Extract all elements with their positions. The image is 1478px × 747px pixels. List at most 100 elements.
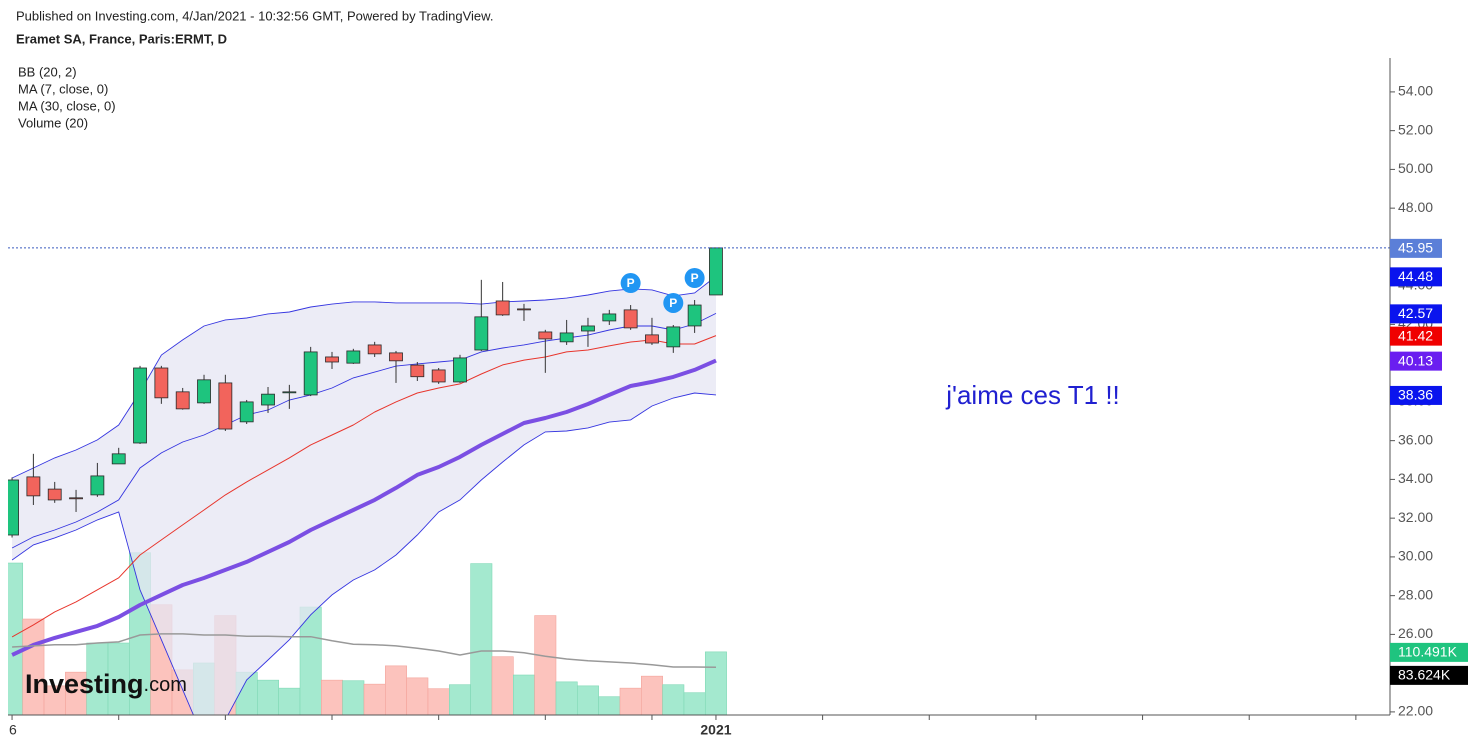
pivot-marker	[684, 267, 705, 288]
volume-bar	[449, 684, 471, 715]
candle-body	[346, 350, 361, 364]
candle-body	[431, 369, 446, 383]
candle-body	[474, 316, 489, 351]
band-line	[11, 276, 717, 479]
price-tag	[1390, 642, 1468, 662]
candle-body	[517, 308, 531, 311]
candle-body	[453, 357, 467, 383]
candle-body	[175, 391, 190, 410]
volume-bar	[470, 563, 493, 715]
candle-body	[559, 332, 574, 343]
logo-suffix: .com	[144, 674, 187, 696]
x-tick-label: 2021	[700, 722, 731, 738]
volume-bar	[342, 680, 365, 715]
price-tag	[1390, 326, 1442, 346]
ma-line	[11, 335, 717, 638]
volume-bar	[662, 684, 685, 715]
pivot-marker	[663, 292, 684, 313]
y-tick-label: 36.00	[1398, 431, 1433, 447]
candle-body	[261, 393, 275, 406]
price-tag	[1390, 665, 1468, 685]
candle-body	[282, 391, 297, 394]
price-tag	[1390, 304, 1442, 324]
candle-body	[709, 247, 723, 296]
band-line	[11, 312, 717, 549]
y-tick-label: 32.00	[1398, 509, 1433, 525]
y-tick-label: 30.00	[1398, 548, 1433, 564]
price-tag-label: 44.48	[1398, 268, 1433, 284]
y-tick-label: 26.00	[1398, 625, 1433, 641]
y-tick-label: 28.00	[1398, 586, 1433, 602]
volume-ma-line	[12, 633, 717, 668]
price-tag	[1390, 238, 1442, 258]
pivot-marker-label: P	[691, 271, 699, 285]
y-tick-label: 22.00	[1398, 703, 1433, 719]
volume-bar	[363, 683, 386, 715]
price-tag-label: 110.491K	[1398, 644, 1458, 660]
volume-bar	[619, 687, 642, 715]
x-tick-label: 6	[9, 722, 17, 738]
price-tag	[1390, 351, 1442, 371]
price-tag-label: 40.13	[1398, 352, 1433, 368]
subtitle: Published on Investing.com, 4/Jan/2021 -…	[16, 8, 493, 23]
legend-entry: Volume (20)	[18, 115, 88, 130]
y-tick-label: 50.00	[1398, 160, 1433, 176]
price-tag-label: 42.57	[1398, 305, 1433, 321]
annotation: j'aime ces T1 !!	[945, 380, 1120, 410]
band-fill	[12, 276, 716, 715]
legend-entry: MA (7, close, 0)	[18, 81, 108, 96]
volume-bar	[385, 665, 407, 715]
y-tick-label: 54.00	[1398, 83, 1433, 99]
legend-entry: MA (30, close, 0)	[18, 98, 116, 113]
volume-bar	[683, 692, 706, 715]
plot	[8, 247, 1390, 715]
candle-body	[133, 367, 147, 444]
candle-body	[602, 313, 617, 322]
candle-body	[90, 475, 105, 496]
pivot-marker-label: P	[669, 296, 677, 310]
price-tag-label: 38.36	[1398, 387, 1433, 403]
volume-bar	[598, 696, 621, 715]
price-tag-label: 45.95	[1398, 240, 1433, 256]
price-tag-label: 83.624K	[1398, 667, 1451, 683]
price-tag	[1390, 385, 1442, 405]
volume-bar	[577, 685, 599, 715]
logo: Investing.com	[25, 669, 187, 699]
volume-bar	[704, 651, 727, 715]
candle-body	[197, 379, 211, 404]
y-tick-label: 34.00	[1398, 470, 1433, 486]
pivot-marker-label: P	[627, 276, 635, 290]
candle-body	[666, 326, 681, 348]
candle-body	[410, 364, 425, 378]
volume-bar	[406, 677, 429, 715]
candle-body	[389, 352, 403, 362]
band-line	[11, 392, 717, 715]
logo-name: Investing	[25, 669, 144, 699]
price-tag	[1390, 267, 1442, 287]
candle-body	[154, 367, 169, 399]
candle-body	[495, 300, 510, 316]
y-tick-label: 52.00	[1398, 121, 1433, 137]
volume-bar	[555, 681, 578, 715]
candle-body	[239, 401, 254, 423]
volume-bar	[22, 618, 45, 715]
legend-entry: BB (20, 2)	[18, 64, 77, 79]
candle-body	[69, 497, 83, 500]
volume-bar	[427, 688, 450, 715]
candle-body	[303, 351, 318, 396]
candle-body	[325, 356, 339, 363]
candle-body	[47, 488, 62, 501]
candle-body	[581, 325, 595, 332]
candle-body	[645, 334, 659, 344]
volume-bar	[491, 656, 514, 715]
volume-bar	[513, 674, 535, 715]
chart-title: Eramet SA, France, Paris:ERMT, D	[16, 31, 227, 46]
volume-bar	[321, 679, 343, 715]
y-tick-label: 48.00	[1398, 199, 1433, 215]
volume-bar	[278, 687, 301, 715]
candle-body	[623, 309, 638, 329]
candle-body	[687, 304, 702, 327]
candle-body	[8, 479, 19, 536]
candle-body	[111, 453, 126, 465]
